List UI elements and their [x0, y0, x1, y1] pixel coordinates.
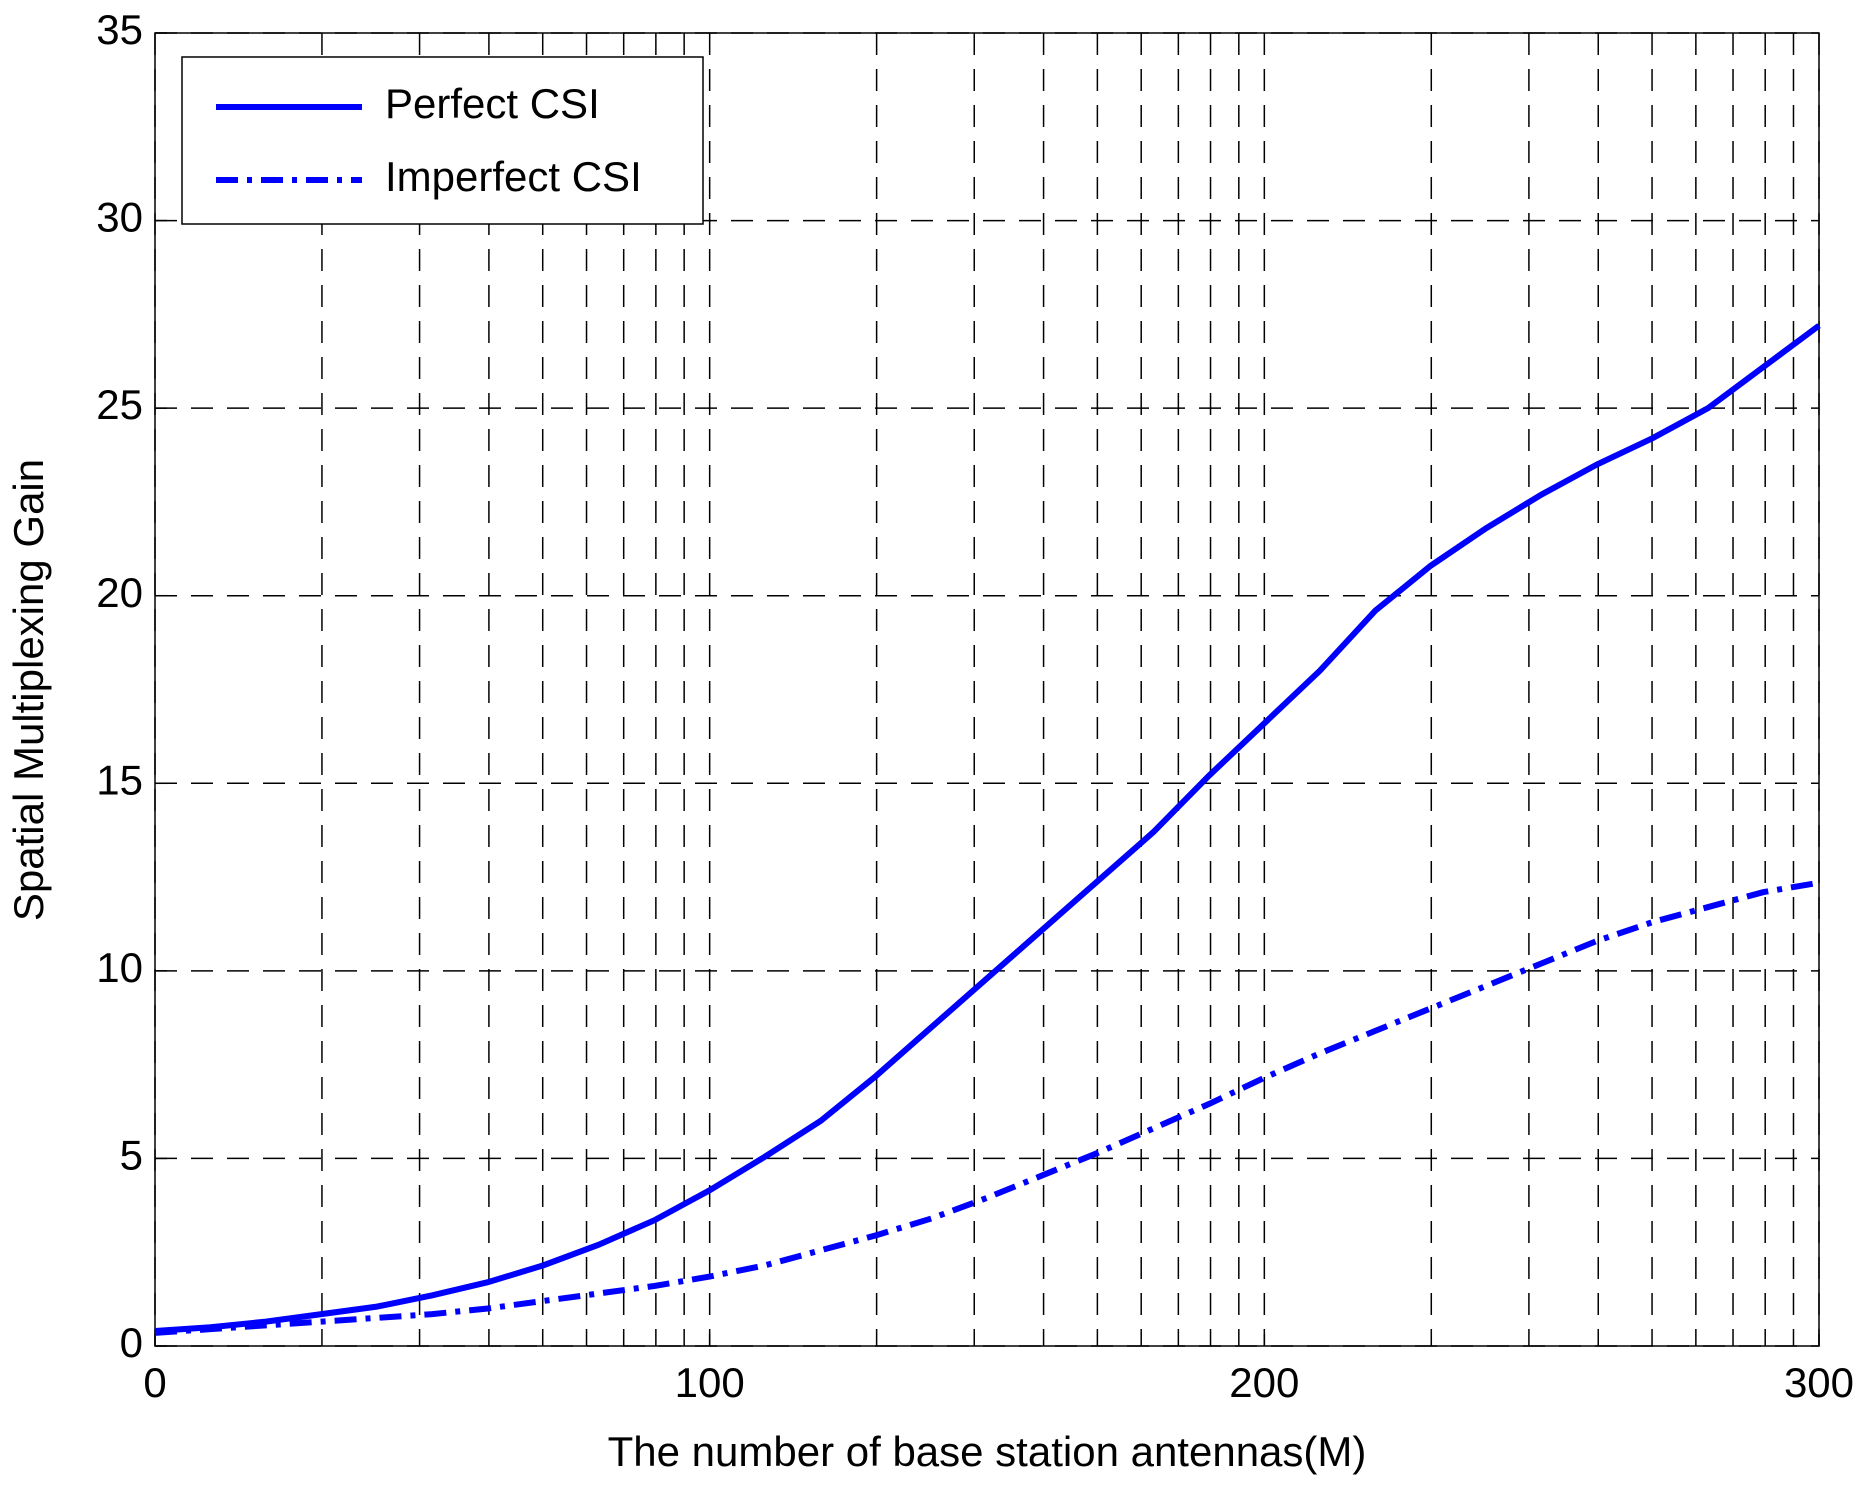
legend-label: Perfect CSI [385, 80, 600, 127]
y-tick-label: 15 [96, 756, 143, 803]
x-tick-label: 200 [1229, 1359, 1299, 1406]
y-tick-label: 0 [120, 1319, 143, 1366]
y-tick-label: 5 [120, 1132, 143, 1179]
y-tick-label: 10 [96, 944, 143, 991]
x-tick-label: 300 [1784, 1359, 1854, 1406]
y-tick-label: 20 [96, 569, 143, 616]
x-tick-label: 100 [675, 1359, 745, 1406]
plot-frame [154, 32, 1820, 1347]
x-tick-label: 0 [143, 1359, 166, 1406]
legend-label: Imperfect CSI [385, 153, 642, 200]
y-tick-label: 30 [96, 194, 143, 241]
legend-box [181, 56, 704, 225]
y-tick-label: 35 [96, 6, 143, 53]
y-axis-label: Spatial Multiplexing Gain [5, 459, 52, 921]
y-tick-label: 25 [96, 381, 143, 428]
series-line [154, 879, 1820, 1336]
series-line [154, 323, 1821, 1334]
x-axis-label: The number of base station antennas(M) [608, 1428, 1367, 1475]
